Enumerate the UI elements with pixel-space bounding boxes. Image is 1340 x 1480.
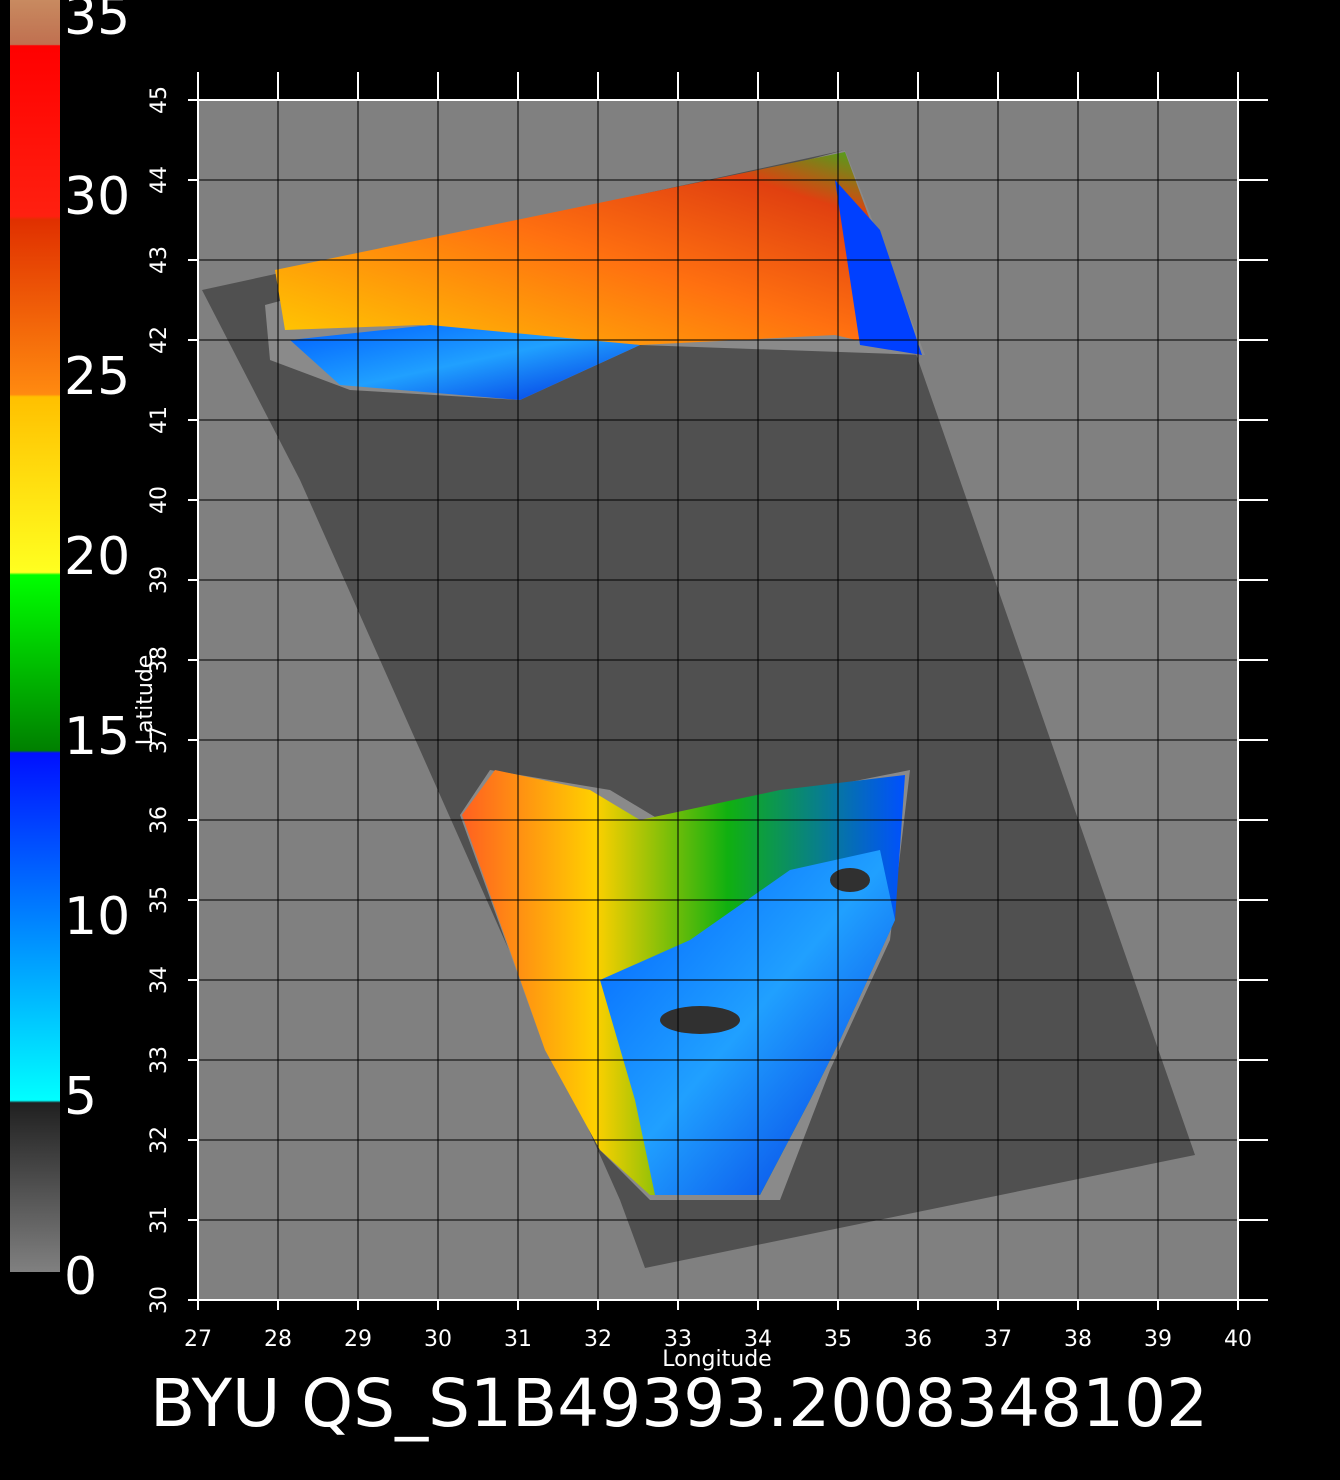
- swath: [202, 150, 1195, 1268]
- x-tick-label: 30: [424, 1327, 452, 1352]
- x-tick-label: 40: [1224, 1327, 1252, 1352]
- colorbar-label: 10: [64, 887, 130, 947]
- wind-south-calm: [600, 850, 895, 1195]
- x-tick-label: 39: [1144, 1327, 1172, 1352]
- x-tick-label: 33: [664, 1327, 692, 1352]
- x-tick-label: 28: [264, 1327, 292, 1352]
- x-tick-label: 38: [1064, 1327, 1092, 1352]
- y-tick-label: 40: [147, 486, 172, 514]
- y-tick-label: 31: [147, 1206, 172, 1234]
- colorbar: [10, 0, 60, 1272]
- wind-lake: [290, 325, 640, 400]
- map-area: [198, 100, 1238, 1300]
- y-tick-label: 37: [147, 726, 172, 754]
- y-tick-label: 35: [147, 886, 172, 914]
- y-axis-label: Latitude: [133, 655, 158, 746]
- y-tick-label: 44: [147, 166, 172, 194]
- colorbar-label: 35: [64, 0, 130, 47]
- y-tick-label: 39: [147, 566, 172, 594]
- colorbar-label: 5: [64, 1067, 97, 1127]
- colorbar-label: 15: [64, 707, 130, 767]
- wind-north-east: [835, 180, 922, 355]
- title: BYU QS_S1B49393.2008348102: [150, 1365, 1208, 1442]
- y-tick-label: 32: [147, 1126, 172, 1154]
- colorbar-label: 30: [64, 167, 130, 227]
- y-tick-label: 30: [147, 1286, 172, 1314]
- colorbar-label: 25: [64, 347, 130, 407]
- y-tick-label: 34: [147, 966, 172, 994]
- x-axis-label: Longitude: [662, 1347, 771, 1372]
- x-tick-label: 36: [904, 1327, 932, 1352]
- x-tick-label: 37: [984, 1327, 1012, 1352]
- x-tick-label: 32: [584, 1327, 612, 1352]
- y-tick-label: 38: [147, 646, 172, 674]
- colorbar-label: 0: [64, 1247, 97, 1307]
- calm-patch: [830, 868, 870, 892]
- y-tick-label: 33: [147, 1046, 172, 1074]
- x-tick-label: 35: [824, 1327, 852, 1352]
- x-tick-label: 29: [344, 1327, 372, 1352]
- y-tick-label: 45: [147, 86, 172, 114]
- y-tick-label: 43: [147, 246, 172, 274]
- x-tick-label: 31: [504, 1327, 532, 1352]
- y-tick-label: 42: [147, 326, 172, 354]
- calm-patch: [660, 1006, 740, 1034]
- y-tick-label: 36: [147, 806, 172, 834]
- colorbar-label: 20: [64, 527, 130, 587]
- x-tick-label: 27: [184, 1327, 212, 1352]
- x-tick-label: 34: [744, 1327, 772, 1352]
- y-tick-label: 41: [147, 406, 172, 434]
